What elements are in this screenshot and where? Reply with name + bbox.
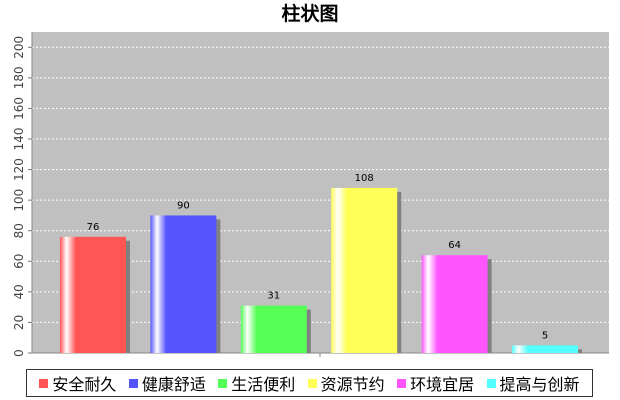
legend-label: 健康舒适 xyxy=(141,375,206,394)
legend-label: 资源节约 xyxy=(320,375,385,394)
legend-item: 环境宜居 xyxy=(397,371,474,395)
bar xyxy=(60,236,126,353)
legend-swatch xyxy=(397,378,407,388)
y-tick-label: 120 xyxy=(12,158,26,181)
bar-chart: 0 20 40 60 80 100 120 140 160 180 200 76 90 31 108 64 5 xyxy=(12,32,609,357)
bar xyxy=(331,187,398,353)
legend-label: 提高与创新 xyxy=(499,375,580,394)
legend-swatch xyxy=(39,378,49,388)
y-tick-label: 60 xyxy=(12,254,26,269)
y-tick-label: 0 xyxy=(12,349,26,357)
bar-value-label: 108 xyxy=(355,173,374,184)
legend-item: 资源节约 xyxy=(307,371,385,395)
legend-item: 健康舒适 xyxy=(128,371,206,395)
bar-value-label: 90 xyxy=(177,200,190,211)
bar-value-label: 76 xyxy=(87,222,100,233)
legend-swatch xyxy=(307,378,317,388)
y-tick-label: 40 xyxy=(12,284,26,299)
bar-value-label: 5 xyxy=(542,330,548,341)
y-tick-label: 80 xyxy=(12,223,26,238)
legend-item: 安全耐久 xyxy=(39,371,116,395)
y-tick-label: 200 xyxy=(12,36,26,59)
bars: 76 90 31 108 64 5 xyxy=(60,173,582,353)
legend-item: 提高与创新 xyxy=(486,371,580,395)
legend-item: 生活便利 xyxy=(218,371,295,395)
bar xyxy=(150,215,217,353)
chart-title: 柱状图 xyxy=(281,3,339,25)
legend-swatch xyxy=(128,378,138,388)
legend-label: 安全耐久 xyxy=(52,375,117,394)
y-tick-label: 160 xyxy=(12,97,26,120)
y-tick-label: 100 xyxy=(12,189,26,212)
legend: 安全耐久 健康舒适 生活便利 资源节约 环境宜居 提高与创新 xyxy=(26,369,593,397)
bar-value-label: 64 xyxy=(448,240,461,251)
bar xyxy=(512,345,578,353)
bar xyxy=(240,305,307,353)
legend-swatch xyxy=(218,378,228,388)
y-tick-label: 140 xyxy=(12,128,26,151)
y-tick-label: 180 xyxy=(12,66,26,89)
y-tick-label: 20 xyxy=(12,315,26,330)
bar xyxy=(421,255,488,353)
bar-value-label: 31 xyxy=(267,291,280,302)
legend-label: 环境宜居 xyxy=(410,375,475,394)
grid-lines xyxy=(32,46,609,323)
legend-swatch xyxy=(486,378,496,388)
legend-label: 生活便利 xyxy=(231,375,296,394)
